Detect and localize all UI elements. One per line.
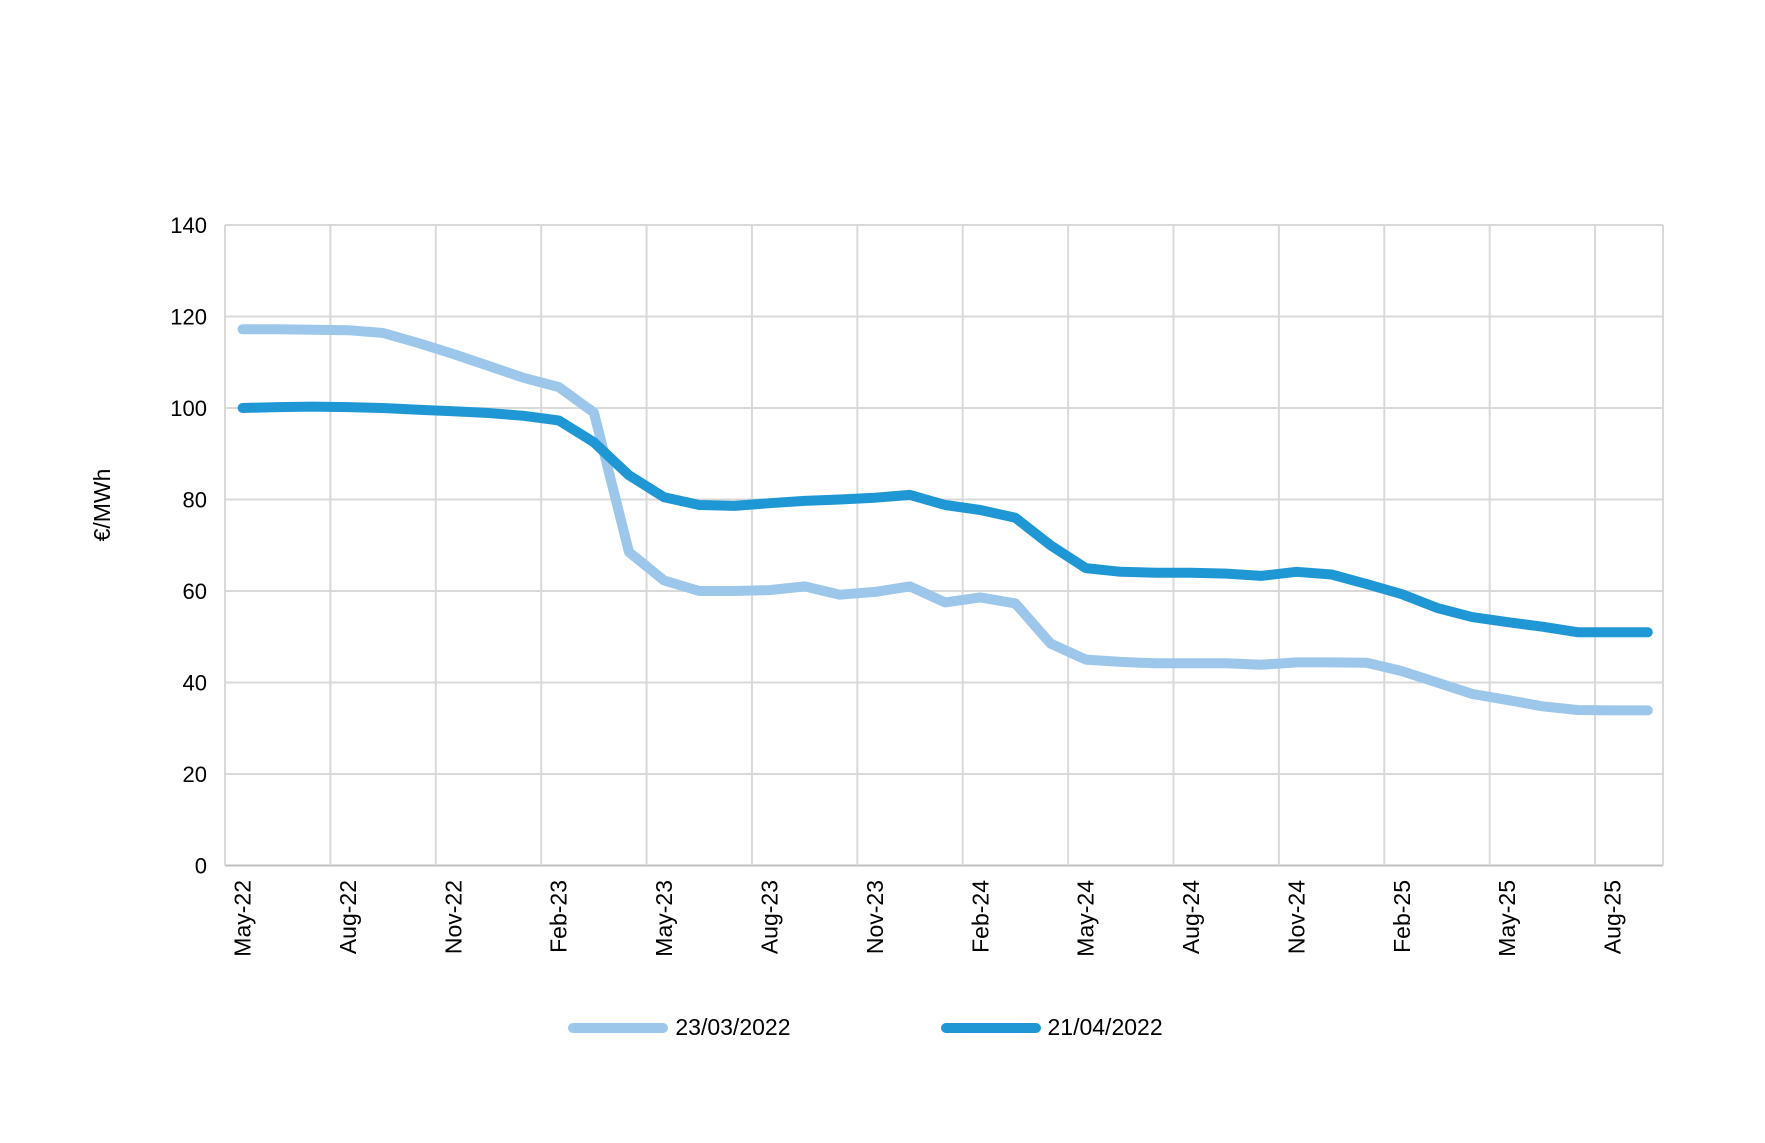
- x-tick-label: May-22: [230, 880, 256, 957]
- y-tick-label: 40: [183, 671, 207, 696]
- y-tick-label: 100: [170, 396, 207, 421]
- x-tick-label: Feb-23: [546, 880, 572, 953]
- x-tick-label: Aug-22: [335, 880, 361, 954]
- y-tick-label: 120: [170, 305, 207, 330]
- x-tick-label: Feb-24: [967, 880, 993, 953]
- x-tick-label: Nov-23: [862, 880, 888, 954]
- x-tick-label: Aug-25: [1600, 880, 1626, 954]
- y-tick-label: 60: [183, 579, 207, 604]
- x-tick-label: Nov-24: [1283, 880, 1309, 954]
- x-tick-label: Nov-22: [440, 880, 466, 954]
- y-tick-label: 20: [183, 762, 207, 787]
- legend-label-0: 23/03/2022: [675, 1014, 791, 1040]
- line-chart: 0 20 40 60 80 100 120 140 May-22 Aug-22 Nov-22 Feb-…: [89, 213, 1664, 957]
- legend-item-0: 23/03/2022: [568, 1014, 791, 1040]
- x-tick-label: Feb-25: [1389, 880, 1415, 953]
- legend-swatch-1: [940, 1022, 1041, 1033]
- y-tick-label: 140: [170, 213, 207, 238]
- y-tick-label: 0: [195, 854, 207, 879]
- y-axis-title: €/MWh: [89, 469, 115, 542]
- x-tick-label: Aug-23: [757, 880, 783, 954]
- x-tick-label: May-24: [1073, 880, 1099, 957]
- x-tick-label: May-23: [651, 880, 677, 957]
- x-tick-label: May-25: [1494, 880, 1520, 957]
- legend-swatch-0: [568, 1022, 669, 1033]
- legend-item-1: 21/04/2022: [940, 1014, 1163, 1040]
- y-tick-label: 80: [183, 488, 207, 513]
- x-tick-label: Aug-24: [1178, 880, 1204, 954]
- series-line-0: [237, 324, 1653, 716]
- legend-label-1: 21/04/2022: [1047, 1014, 1163, 1040]
- chart-legend: 23/03/2022 21/04/2022: [0, 1016, 1748, 1039]
- series-line-1: [237, 401, 1653, 638]
